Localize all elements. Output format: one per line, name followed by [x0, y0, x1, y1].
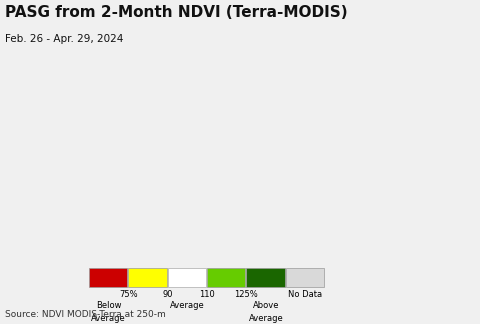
Text: No Data: No Data — [288, 290, 323, 299]
Text: Average: Average — [170, 301, 204, 310]
Bar — [89, 268, 127, 287]
Bar — [128, 268, 167, 287]
Text: 110: 110 — [199, 290, 215, 299]
Bar — [246, 268, 285, 287]
Text: Source: NDVI MODIS-Terra at 250-m: Source: NDVI MODIS-Terra at 250-m — [5, 310, 166, 319]
Text: 90: 90 — [162, 290, 173, 299]
Text: 75%: 75% — [119, 290, 137, 299]
Text: 125%: 125% — [234, 290, 258, 299]
Text: PASG from 2-Month NDVI (Terra-MODIS): PASG from 2-Month NDVI (Terra-MODIS) — [5, 5, 348, 20]
Text: Feb. 26 - Apr. 29, 2024: Feb. 26 - Apr. 29, 2024 — [5, 34, 123, 44]
Bar — [286, 268, 324, 287]
Text: Average: Average — [249, 314, 283, 323]
Text: Average: Average — [91, 314, 126, 323]
Text: Below: Below — [96, 301, 121, 310]
Text: Above: Above — [252, 301, 279, 310]
Bar — [168, 268, 206, 287]
Bar — [207, 268, 245, 287]
